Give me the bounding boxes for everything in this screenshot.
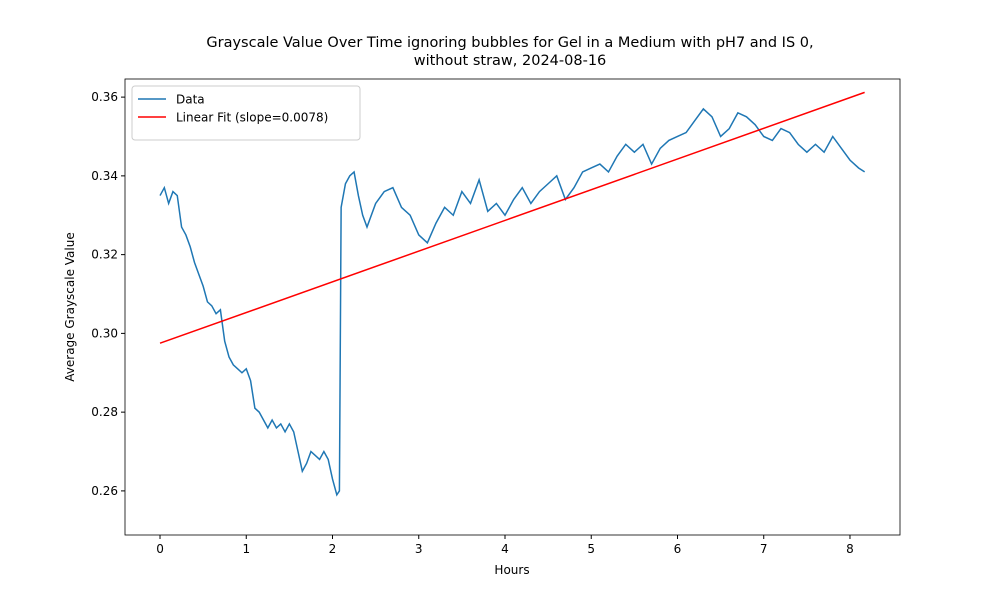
legend-box — [131, 85, 361, 141]
legend-label: Linear Fit (slope=0.0078) — [176, 111, 328, 125]
x-tick-label: 7 — [760, 542, 768, 556]
x-tick-label: 3 — [415, 542, 423, 556]
series-line — [159, 107, 866, 497]
x-axis-label: Hours — [494, 563, 529, 577]
y-tick-label: 0.26 — [91, 484, 118, 498]
x-tick-label: 8 — [846, 542, 854, 556]
x-tick-label: 5 — [587, 542, 595, 556]
chart-title: Grayscale Value Over Time ignoring bubbl… — [206, 35, 813, 51]
x-tick-label: 2 — [329, 542, 337, 556]
y-tick-label: 0.32 — [91, 248, 118, 262]
y-tick-label: 0.36 — [91, 90, 118, 104]
x-tick-label: 4 — [501, 542, 509, 556]
y-tick-label: 0.34 — [91, 169, 118, 183]
x-tick-label: 6 — [674, 542, 682, 556]
plot-frame — [124, 78, 901, 536]
chart-title: without straw, 2024-08-16 — [414, 53, 607, 69]
y-tick-label: 0.28 — [91, 405, 118, 419]
y-axis-label: Average Grayscale Value — [63, 232, 77, 381]
y-tick-label: 0.30 — [91, 326, 118, 340]
x-tick-label: 1 — [242, 542, 250, 556]
x-tick-label: 0 — [156, 542, 164, 556]
series-line — [159, 91, 865, 344]
legend-label: Data — [176, 93, 205, 107]
